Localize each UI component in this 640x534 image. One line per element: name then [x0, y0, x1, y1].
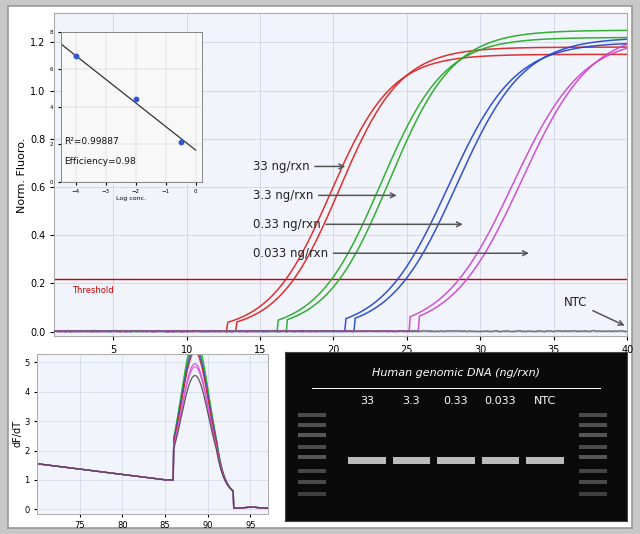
Text: 33: 33: [360, 396, 374, 406]
Bar: [482, 457, 519, 464]
Text: R²=0.99887: R²=0.99887: [64, 137, 118, 146]
Point: [175, 138, 186, 146]
Bar: [393, 457, 430, 464]
X-axis label: Log conc.: Log conc.: [116, 195, 147, 201]
Bar: [579, 468, 607, 473]
Text: Threshold: Threshold: [72, 286, 114, 295]
Bar: [579, 455, 607, 459]
Text: 33 ng/rxn: 33 ng/rxn: [253, 160, 344, 173]
Point: [70, 51, 81, 60]
Bar: [579, 423, 607, 427]
X-axis label: Cycle: Cycle: [326, 361, 356, 371]
Bar: [437, 457, 475, 464]
Bar: [298, 468, 326, 473]
Text: Efficiency=0.98: Efficiency=0.98: [64, 157, 136, 166]
Y-axis label: dF/dT: dF/dT: [13, 420, 22, 447]
Text: 0.033: 0.033: [484, 396, 516, 406]
Text: 0.33 ng/rxn: 0.33 ng/rxn: [253, 218, 461, 231]
Text: NTC: NTC: [534, 396, 556, 406]
Bar: [298, 492, 326, 496]
Bar: [298, 455, 326, 459]
Text: 3.3: 3.3: [403, 396, 420, 406]
Point: [131, 95, 141, 103]
Bar: [579, 492, 607, 496]
Text: 0.33: 0.33: [444, 396, 468, 406]
Bar: [579, 480, 607, 484]
Bar: [579, 433, 607, 437]
Bar: [298, 480, 326, 484]
Bar: [348, 457, 386, 464]
Bar: [579, 413, 607, 417]
Bar: [298, 445, 326, 449]
Bar: [298, 423, 326, 427]
Text: NTC: NTC: [564, 296, 623, 325]
Text: Human genomic DNA (ng/rxn): Human genomic DNA (ng/rxn): [372, 367, 540, 378]
Bar: [579, 445, 607, 449]
Text: 3.3 ng/rxn: 3.3 ng/rxn: [253, 189, 395, 202]
Y-axis label: Norm. Fluoro.: Norm. Fluoro.: [17, 137, 28, 213]
Bar: [298, 433, 326, 437]
Text: 0.033 ng/rxn: 0.033 ng/rxn: [253, 247, 527, 260]
Bar: [526, 457, 564, 464]
Bar: [298, 413, 326, 417]
